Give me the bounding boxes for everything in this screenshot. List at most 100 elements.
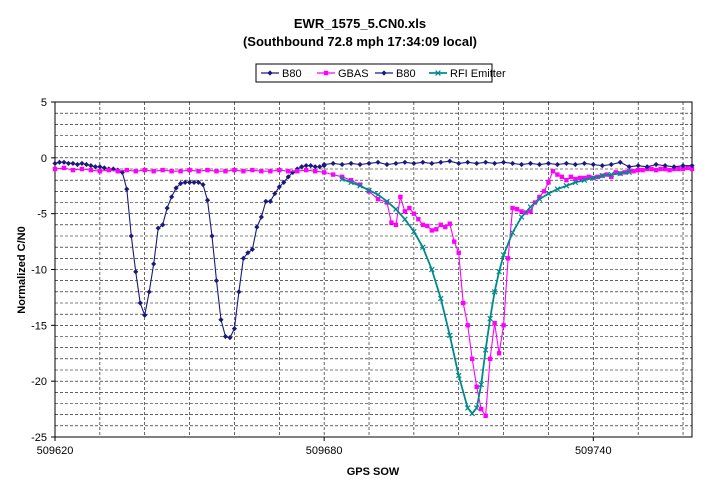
data-point bbox=[286, 169, 291, 174]
data-point bbox=[563, 182, 570, 189]
data-point bbox=[500, 159, 507, 165]
data-point bbox=[559, 174, 565, 180]
data-point bbox=[478, 406, 484, 412]
data-point bbox=[357, 161, 363, 168]
data-point bbox=[434, 227, 439, 232]
data-point bbox=[245, 250, 251, 256]
data-point bbox=[429, 228, 435, 233]
data-point bbox=[514, 207, 520, 212]
data-point bbox=[626, 169, 633, 176]
data-point bbox=[635, 163, 641, 169]
x-tick-label: 509620 bbox=[37, 445, 74, 457]
data-point bbox=[411, 160, 417, 167]
data-point bbox=[155, 225, 161, 231]
data-point bbox=[65, 160, 72, 167]
data-point bbox=[541, 189, 547, 194]
data-point bbox=[500, 252, 507, 258]
data-point bbox=[411, 228, 417, 235]
data-point bbox=[281, 179, 287, 185]
data-point bbox=[97, 164, 103, 170]
data-point bbox=[250, 167, 255, 173]
data-point bbox=[357, 182, 363, 187]
data-point bbox=[496, 351, 502, 356]
data-point bbox=[79, 160, 85, 167]
data-point bbox=[536, 161, 543, 168]
data-point bbox=[232, 167, 237, 173]
data-point bbox=[128, 233, 134, 239]
data-point bbox=[384, 198, 390, 205]
data-point bbox=[384, 161, 390, 168]
data-point bbox=[339, 176, 345, 182]
data-point bbox=[205, 167, 210, 173]
data-point bbox=[420, 159, 426, 165]
chart-title: EWR_1575_5.CN0.xls bbox=[294, 16, 426, 31]
data-point bbox=[312, 164, 318, 170]
data-point bbox=[608, 161, 614, 168]
data-point bbox=[572, 161, 578, 168]
data-point bbox=[617, 159, 623, 165]
data-point bbox=[537, 194, 542, 200]
data-point bbox=[568, 174, 574, 180]
data-point bbox=[428, 266, 435, 273]
data-point bbox=[402, 209, 408, 214]
data-point bbox=[299, 164, 305, 170]
y-tick-label: -15 bbox=[31, 320, 47, 332]
data-point bbox=[186, 179, 193, 185]
data-point bbox=[187, 167, 192, 173]
data-point bbox=[658, 166, 663, 172]
data-point bbox=[478, 381, 484, 388]
data-point bbox=[146, 289, 152, 295]
legend-entry: RFI Emitter bbox=[429, 68, 506, 80]
x-tick-label: 509740 bbox=[575, 445, 612, 457]
y-tick-label: 5 bbox=[41, 97, 47, 109]
data-point bbox=[554, 161, 561, 168]
data-point bbox=[482, 347, 489, 353]
data-point bbox=[550, 169, 556, 174]
data-point bbox=[61, 165, 67, 171]
data-point bbox=[398, 194, 403, 200]
data-point bbox=[97, 169, 103, 174]
data-point bbox=[61, 159, 67, 165]
data-point bbox=[115, 169, 121, 174]
series-b80 bbox=[321, 158, 695, 170]
data-point bbox=[456, 250, 461, 255]
data-point bbox=[689, 166, 695, 172]
y-tick-label: 0 bbox=[41, 153, 47, 165]
legend-label: RFI Emitter bbox=[450, 68, 506, 80]
legend-label: B80 bbox=[282, 68, 302, 80]
data-point bbox=[487, 315, 493, 322]
data-point bbox=[599, 172, 606, 179]
data-point bbox=[133, 269, 139, 275]
data-point bbox=[52, 166, 58, 172]
data-point bbox=[527, 204, 534, 210]
series-layer bbox=[52, 158, 695, 418]
data-point bbox=[79, 166, 85, 172]
data-point bbox=[276, 184, 282, 190]
legend-entry: B80 bbox=[375, 68, 416, 80]
data-point bbox=[473, 405, 480, 411]
data-point bbox=[435, 70, 441, 76]
data-point bbox=[649, 166, 654, 172]
data-point bbox=[223, 169, 228, 174]
data-point bbox=[348, 179, 354, 186]
data-point bbox=[70, 167, 76, 173]
data-point bbox=[429, 160, 435, 167]
data-point bbox=[182, 179, 188, 185]
data-point bbox=[317, 164, 323, 170]
data-point bbox=[617, 170, 624, 177]
data-point bbox=[321, 170, 327, 175]
data-point bbox=[231, 326, 238, 332]
data-point bbox=[640, 167, 645, 173]
data-point bbox=[267, 70, 273, 76]
data-point bbox=[626, 164, 632, 170]
data-point bbox=[564, 177, 569, 183]
data-point bbox=[496, 268, 502, 275]
data-point bbox=[680, 166, 686, 172]
data-point bbox=[455, 372, 462, 379]
data-point bbox=[416, 217, 421, 222]
data-point bbox=[631, 169, 636, 174]
data-point bbox=[178, 169, 183, 174]
data-point bbox=[169, 169, 174, 174]
data-point bbox=[662, 163, 668, 169]
data-point bbox=[375, 191, 381, 198]
